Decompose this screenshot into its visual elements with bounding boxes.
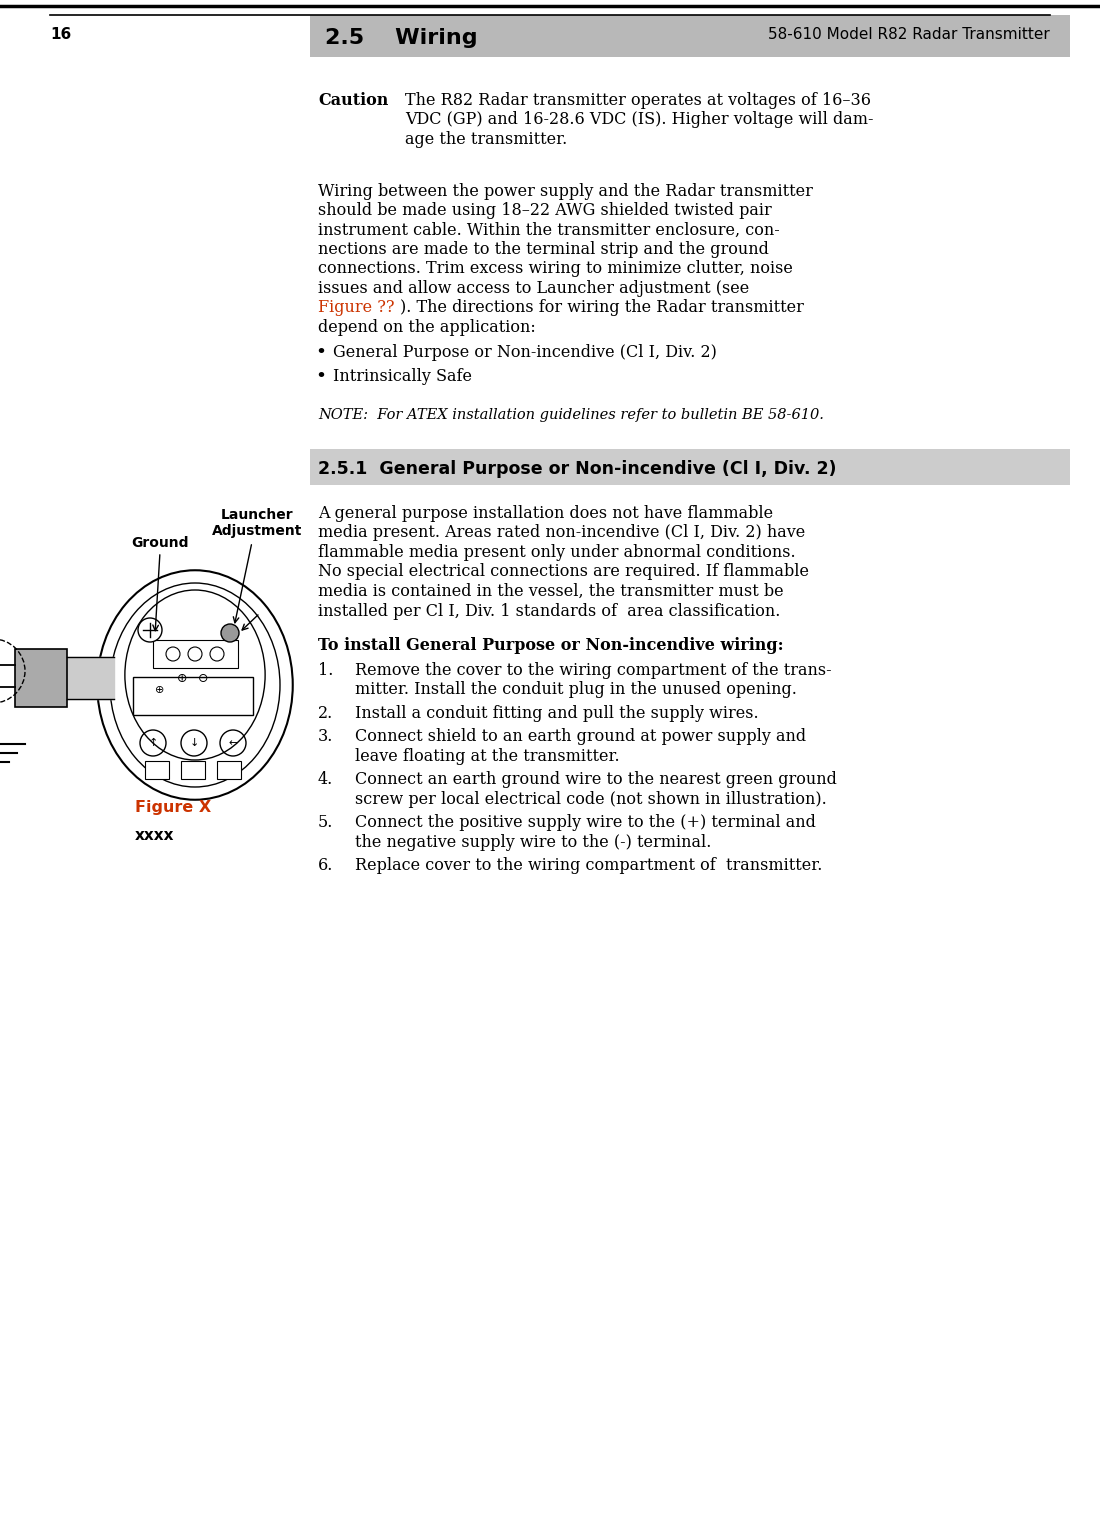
Text: 3.: 3.	[318, 728, 333, 745]
Ellipse shape	[125, 590, 265, 760]
Text: 6.: 6.	[318, 857, 333, 874]
Text: installed per Cl I, Div. 1 standards of  area classification.: installed per Cl I, Div. 1 standards of …	[318, 602, 780, 619]
Text: Connect an earth ground wire to the nearest green ground: Connect an earth ground wire to the near…	[355, 771, 837, 788]
Text: Replace cover to the wiring compartment of  transmitter.: Replace cover to the wiring compartment …	[355, 857, 823, 874]
Text: General Purpose or Non-incendive (Cl I, Div. 2): General Purpose or Non-incendive (Cl I, …	[333, 345, 717, 362]
Bar	[310, 449, 1070, 484]
Text: Figure X: Figure X	[135, 800, 211, 816]
Circle shape	[221, 624, 239, 642]
Text: VDC (GP) and 16-28.6 VDC (IS). Higher voltage will dam-: VDC (GP) and 16-28.6 VDC (IS). Higher vo…	[405, 112, 873, 129]
Text: ⊖: ⊖	[198, 671, 208, 685]
Text: Ground: Ground	[131, 537, 189, 550]
Circle shape	[188, 647, 202, 661]
Text: xxxx: xxxx	[135, 828, 175, 843]
Text: 2.5    Wiring: 2.5 Wiring	[324, 28, 477, 48]
Bar	[153, 639, 238, 668]
Text: Wiring between the power supply and the Radar transmitter: Wiring between the power supply and the …	[318, 182, 813, 199]
Text: ⊕: ⊕	[177, 671, 187, 685]
Text: 2.: 2.	[318, 705, 333, 722]
Text: ). The directions for wiring the Radar transmitter: ). The directions for wiring the Radar t…	[400, 299, 804, 316]
Text: 2.5.1  General Purpose or Non-incendive (Cl I, Div. 2): 2.5.1 General Purpose or Non-incendive (…	[318, 460, 836, 478]
Text: A general purpose installation does not have flammable: A general purpose installation does not …	[318, 504, 773, 523]
Text: 1.: 1.	[318, 662, 333, 679]
Text: mitter. Install the conduit plug in the unused opening.: mitter. Install the conduit plug in the …	[355, 681, 796, 698]
Text: •: •	[315, 368, 326, 386]
Text: issues and allow access to Launcher adjustment (see: issues and allow access to Launcher adju…	[318, 281, 749, 297]
Text: the negative supply wire to the (-) terminal.: the negative supply wire to the (-) term…	[355, 834, 712, 851]
Text: Connect the positive supply wire to the (+) terminal and: Connect the positive supply wire to the …	[355, 814, 816, 831]
Text: nections are made to the terminal strip and the ground: nections are made to the terminal strip …	[318, 241, 769, 258]
Text: Install a conduit fitting and pull the supply wires.: Install a conduit fitting and pull the s…	[355, 705, 759, 722]
Text: ⊕: ⊕	[155, 685, 165, 694]
Text: media present. Areas rated non-incendive (Cl I, Div. 2) have: media present. Areas rated non-incendive…	[318, 524, 805, 541]
Text: flammable media present only under abnormal conditions.: flammable media present only under abnor…	[318, 544, 795, 561]
Text: 5.: 5.	[318, 814, 333, 831]
Text: •: •	[315, 345, 326, 362]
Text: Connect shield to an earth ground at power supply and: Connect shield to an earth ground at pow…	[355, 728, 806, 745]
Text: The R82 Radar transmitter operates at voltages of 16–36: The R82 Radar transmitter operates at vo…	[405, 92, 871, 109]
Circle shape	[166, 647, 180, 661]
Text: age the transmitter.: age the transmitter.	[405, 130, 568, 149]
Text: should be made using 18–22 AWG shielded twisted pair: should be made using 18–22 AWG shielded …	[318, 202, 772, 219]
Bar	[133, 678, 253, 714]
Text: Caution: Caution	[318, 92, 388, 109]
Text: instrument cable. Within the transmitter enclosure, con-: instrument cable. Within the transmitter…	[318, 221, 780, 239]
Bar	[182, 760, 205, 779]
Circle shape	[138, 618, 162, 642]
Text: connections. Trim excess wiring to minimize clutter, noise: connections. Trim excess wiring to minim…	[318, 261, 793, 277]
Bar	[217, 760, 241, 779]
Text: ↓: ↓	[189, 737, 199, 748]
Bar	[15, 648, 67, 707]
Text: Remove the cover to the wiring compartment of the trans-: Remove the cover to the wiring compartme…	[355, 662, 832, 679]
Text: 4.: 4.	[318, 771, 333, 788]
Text: Intrinsically Safe: Intrinsically Safe	[333, 368, 472, 385]
Text: 16: 16	[50, 28, 72, 41]
Text: Figure ??: Figure ??	[318, 299, 395, 316]
Text: leave floating at the transmitter.: leave floating at the transmitter.	[355, 748, 619, 765]
Text: ↑: ↑	[148, 737, 157, 748]
Text: NOTE:  For ATEX installation guidelines refer to bulletin BE 58-610.: NOTE: For ATEX installation guidelines r…	[318, 408, 824, 422]
Text: To install General Purpose or Non-incendive wiring:: To install General Purpose or Non-incend…	[318, 638, 783, 655]
Circle shape	[210, 647, 224, 661]
Text: 58-610 Model R82 Radar Transmitter: 58-610 Model R82 Radar Transmitter	[768, 28, 1050, 41]
Bar	[310, 15, 1070, 57]
Text: depend on the application:: depend on the application:	[318, 319, 536, 336]
Text: ←: ←	[229, 737, 238, 748]
Bar	[145, 760, 169, 779]
Text: No special electrical connections are required. If flammable: No special electrical connections are re…	[318, 564, 808, 581]
Text: Launcher
Adjustment: Launcher Adjustment	[212, 507, 302, 538]
Text: screw per local electrical code (not shown in illustration).: screw per local electrical code (not sho…	[355, 791, 827, 808]
Text: media is contained in the vessel, the transmitter must be: media is contained in the vessel, the tr…	[318, 583, 783, 599]
